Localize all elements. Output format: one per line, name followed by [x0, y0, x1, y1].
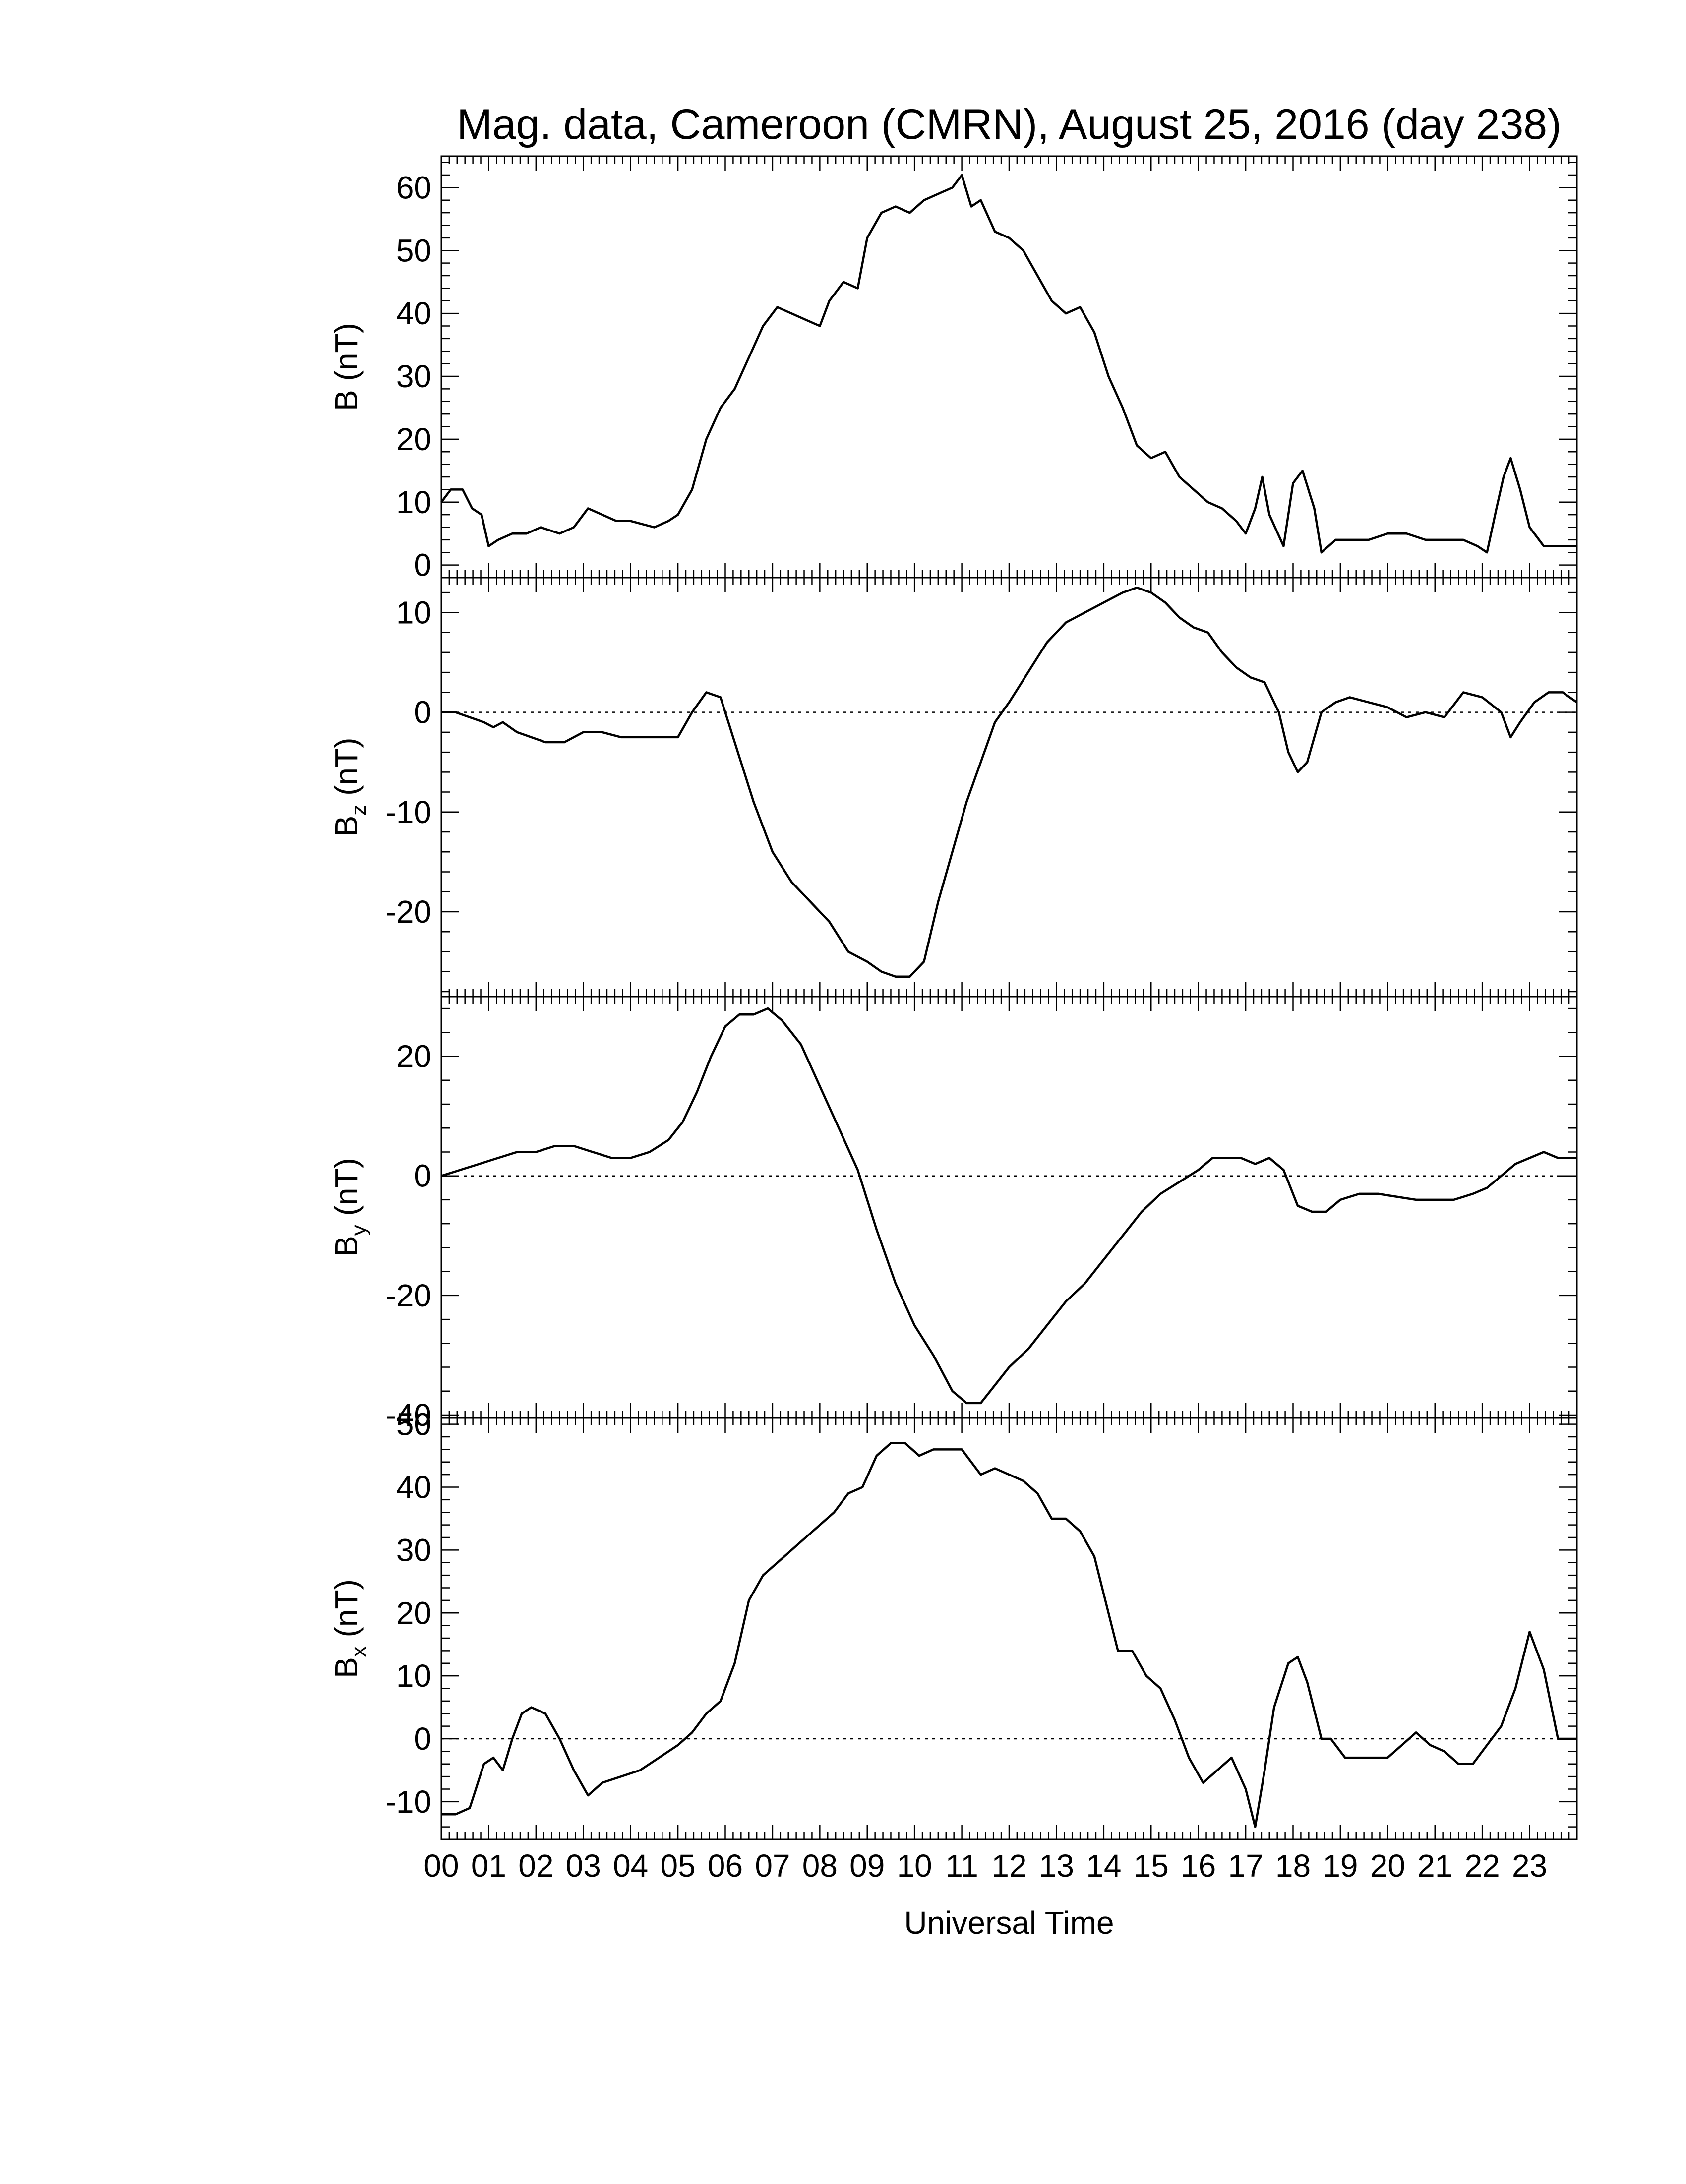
x-tick-label: 19 [1323, 1848, 1358, 1884]
panel-frame-Bx [440, 1417, 1578, 1840]
y-tick-label-Bx: 30 [396, 1532, 431, 1568]
y-tick-label-Bx: -10 [386, 1784, 432, 1820]
y-label-main: B [328, 1236, 364, 1257]
x-tick-label: 16 [1181, 1848, 1216, 1884]
x-tick-label: 08 [802, 1848, 838, 1884]
y-tick-label-Bz: 10 [396, 594, 431, 630]
panel-Bx: -10 0 10 20 30 40 50 Bx (nT) [328, 1407, 1578, 1840]
y-axis-label-B: B (nT) [328, 323, 364, 411]
data-line-Bz [441, 586, 1578, 978]
x-tick-label: 01 [471, 1848, 506, 1884]
x-tick-label: 22 [1465, 1848, 1500, 1884]
x-tick-label: 00 [423, 1848, 459, 1884]
y-tick-label-B: 40 [396, 295, 431, 331]
data-line-Bx [441, 1442, 1577, 1828]
x-tick-label: 21 [1417, 1848, 1452, 1884]
y-tick-label-B: 60 [396, 170, 431, 205]
y-label-sub: x [347, 1646, 371, 1657]
y-tick-label-Bz: -20 [386, 894, 432, 930]
x-tick-label: 06 [708, 1848, 743, 1884]
y-axis-label-Bx: Bx (nT) [328, 1579, 371, 1678]
x-tick-label: 05 [660, 1848, 695, 1884]
x-tick-label: 03 [566, 1848, 601, 1884]
x-tick-label: 18 [1275, 1848, 1311, 1884]
data-line-B [440, 174, 1577, 554]
y-tick-label-By: -40 [386, 1397, 432, 1433]
y-tick-label-Bz: 0 [414, 695, 431, 730]
y-label-sub: y [347, 1225, 371, 1236]
y-tick-label-B: 30 [396, 358, 431, 394]
y-tick-label-By: -20 [386, 1278, 432, 1313]
x-tick-label: 13 [1039, 1848, 1074, 1884]
y-tick-label-Bx: 40 [396, 1470, 431, 1505]
y-axis-label-By: By (nT) [328, 1158, 371, 1257]
y-tick-label-B: 10 [396, 484, 431, 520]
x-tick-label: 10 [897, 1848, 932, 1884]
x-tick-label: 04 [613, 1848, 648, 1884]
panel-Bz: -20 -10 0 10 Bz (nT) [328, 577, 1578, 998]
y-label-unit: (nT) [328, 1579, 364, 1646]
y-tick-label-By: 0 [414, 1158, 431, 1194]
x-tick-label: 23 [1512, 1848, 1547, 1884]
x-tick-label: 12 [991, 1848, 1026, 1884]
y-tick-label-B: 20 [396, 421, 431, 457]
chart-title: Mag. data, Cameroon (CMRN), August 25, 2… [457, 101, 1562, 148]
x-tick-label: 07 [755, 1848, 790, 1884]
y-tick-label-Bx: 0 [414, 1721, 431, 1757]
x-tick-label: 09 [849, 1848, 885, 1884]
y-tick-label-Bx: 20 [396, 1595, 431, 1631]
panels-group: 0 10 20 30 40 50 60 B (nT) -20 -10 0 10 Bz (nT) -40 -2… [328, 155, 1578, 1840]
x-axis: 00 01 02 03 04 05 06 07 08 09 10 11 12 13 14 15 16 17 18 19… [423, 1848, 1547, 1884]
y-tick-label-Bz: -10 [386, 794, 432, 830]
panel-By: -40 -20 0 20 By (nT) [328, 996, 1578, 1433]
data-line-By [441, 1007, 1577, 1405]
y-label-main: B [328, 816, 364, 837]
y-tick-label-Bx: 10 [396, 1658, 431, 1694]
panel-B: 0 10 20 30 40 50 60 B (nT) [328, 155, 1578, 583]
y-label-unit: (nT) [328, 1158, 364, 1225]
panel-frame-B [440, 155, 1578, 579]
y-tick-label-B: 0 [414, 547, 431, 583]
x-tick-label: 17 [1228, 1848, 1263, 1884]
y-label-main: B [328, 1657, 364, 1678]
y-label-main: B [328, 390, 364, 411]
panel-frame-By [440, 996, 1578, 1419]
x-axis-label: Universal Time [904, 1905, 1114, 1941]
x-tick-label: 15 [1134, 1848, 1169, 1884]
x-tick-label: 02 [518, 1848, 553, 1884]
y-axis-label-Bz: Bz (nT) [328, 738, 371, 837]
y-label-sub: z [347, 805, 371, 816]
y-tick-label-By: 20 [396, 1039, 431, 1074]
x-tick-label: 20 [1370, 1848, 1405, 1884]
y-label-unit: (nT) [328, 738, 364, 805]
panel-frame-Bz [440, 577, 1578, 998]
y-label-unit: (nT) [328, 323, 364, 390]
y-tick-label-B: 50 [396, 233, 431, 268]
x-tick-label: 11 [945, 1848, 978, 1884]
x-tick-label: 14 [1086, 1848, 1121, 1884]
y-tick-label-Bx: 50 [396, 1407, 431, 1442]
